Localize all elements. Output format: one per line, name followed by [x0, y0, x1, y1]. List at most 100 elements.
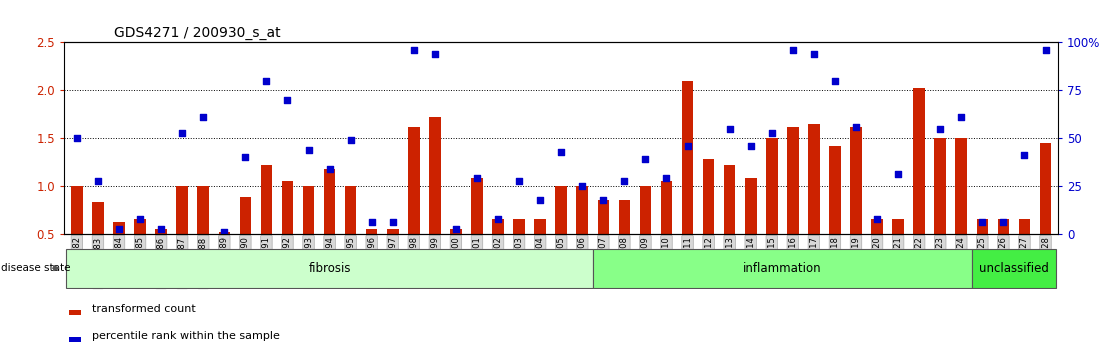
Bar [239, 197, 252, 234]
Bar [639, 186, 652, 234]
Point [595, 197, 613, 203]
Text: transformed count: transformed count [92, 304, 195, 314]
Bar [808, 124, 820, 234]
Point [974, 219, 992, 225]
Bar [134, 219, 146, 234]
Bar [597, 200, 609, 234]
FancyBboxPatch shape [66, 249, 593, 288]
Point [362, 219, 380, 225]
Point [552, 149, 570, 155]
Bar [471, 178, 483, 234]
Point [827, 78, 844, 84]
FancyBboxPatch shape [972, 249, 1056, 288]
Point [1037, 47, 1055, 53]
Point [173, 130, 191, 136]
Bar [408, 127, 420, 234]
Bar [681, 81, 694, 234]
Point [299, 147, 317, 152]
FancyBboxPatch shape [593, 249, 972, 288]
Point [510, 178, 527, 184]
Bar [113, 222, 125, 234]
Point [1016, 153, 1034, 158]
Bar [302, 186, 315, 234]
Point [236, 154, 254, 160]
Point [341, 137, 359, 143]
Point [806, 51, 823, 57]
Point [700, 19, 718, 24]
Bar [70, 310, 81, 315]
Bar [555, 186, 567, 234]
Bar [618, 200, 630, 234]
Bar [660, 181, 673, 234]
Bar [997, 219, 1009, 234]
Point [869, 216, 886, 222]
Point [932, 126, 950, 131]
Text: unclassified: unclassified [979, 262, 1049, 275]
Bar [871, 219, 883, 234]
Bar [450, 229, 462, 234]
Bar [702, 159, 715, 234]
Bar [829, 146, 841, 234]
Bar [345, 186, 357, 234]
Point [89, 178, 106, 184]
Bar [913, 88, 925, 234]
Point [763, 130, 781, 136]
Bar [218, 232, 230, 234]
Bar [1018, 219, 1030, 234]
Bar [787, 127, 799, 234]
Bar [197, 186, 209, 234]
Point [995, 219, 1013, 225]
Bar [281, 181, 294, 234]
Bar [850, 127, 862, 234]
Bar [724, 165, 736, 234]
Bar [745, 178, 757, 234]
Point [68, 135, 85, 141]
Bar [387, 229, 399, 234]
Point [215, 229, 233, 235]
Text: GDS4271 / 200930_s_at: GDS4271 / 200930_s_at [114, 26, 280, 40]
Bar [176, 186, 188, 234]
Bar [955, 138, 967, 234]
Bar [92, 202, 104, 234]
Bar [70, 337, 81, 342]
Point [257, 78, 275, 84]
Point [742, 143, 760, 149]
Bar [934, 138, 946, 234]
Point [679, 143, 697, 149]
Bar [766, 138, 778, 234]
Point [953, 114, 971, 120]
Text: disease state: disease state [1, 263, 71, 273]
Text: percentile rank within the sample: percentile rank within the sample [92, 331, 279, 341]
Point [637, 156, 655, 162]
Point [574, 183, 592, 189]
Point [278, 97, 296, 103]
Point [890, 172, 907, 177]
Bar [155, 229, 167, 234]
Point [404, 47, 422, 53]
Point [110, 226, 127, 232]
Point [658, 175, 676, 181]
Bar [492, 219, 504, 234]
Point [468, 175, 485, 181]
Point [194, 114, 212, 120]
Point [531, 197, 548, 203]
Bar [260, 165, 273, 234]
Point [616, 178, 634, 184]
Bar [366, 229, 378, 234]
Bar [429, 117, 441, 234]
Text: inflammation: inflammation [743, 262, 822, 275]
Bar [1039, 143, 1051, 234]
Point [425, 51, 443, 57]
Point [848, 124, 865, 130]
Bar [513, 219, 525, 234]
Bar [892, 219, 904, 234]
Point [784, 47, 802, 53]
Point [152, 226, 170, 232]
Text: fibrosis: fibrosis [308, 262, 351, 275]
Point [320, 166, 338, 171]
Point [911, 19, 929, 24]
Point [131, 216, 148, 222]
Point [489, 216, 506, 222]
Bar [324, 169, 336, 234]
Bar [71, 186, 83, 234]
